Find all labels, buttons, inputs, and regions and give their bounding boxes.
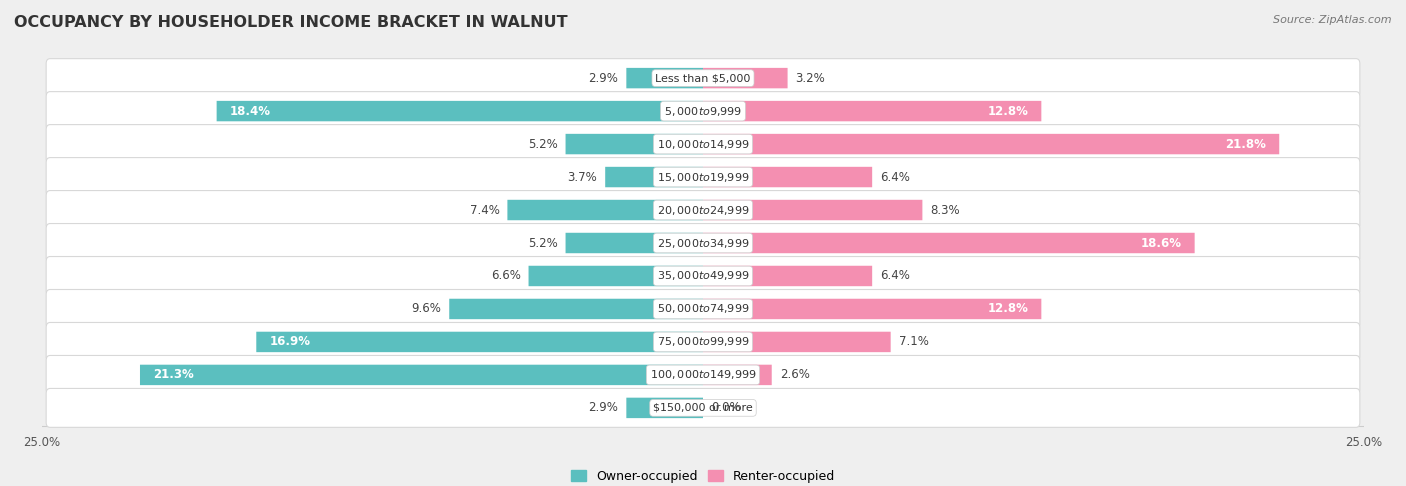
FancyBboxPatch shape	[529, 266, 703, 286]
FancyBboxPatch shape	[508, 200, 703, 220]
Text: $150,000 or more: $150,000 or more	[654, 403, 752, 413]
FancyBboxPatch shape	[46, 191, 1360, 229]
FancyBboxPatch shape	[703, 233, 1195, 253]
Text: 5.2%: 5.2%	[527, 138, 558, 151]
Text: 12.8%: 12.8%	[987, 104, 1028, 118]
FancyBboxPatch shape	[703, 134, 1279, 154]
Text: 8.3%: 8.3%	[931, 204, 960, 217]
Text: $20,000 to $24,999: $20,000 to $24,999	[657, 204, 749, 217]
FancyBboxPatch shape	[565, 134, 703, 154]
FancyBboxPatch shape	[46, 124, 1360, 163]
Text: 6.4%: 6.4%	[880, 269, 910, 282]
Text: 3.2%: 3.2%	[796, 71, 825, 85]
Text: 9.6%: 9.6%	[412, 302, 441, 315]
Text: $50,000 to $74,999: $50,000 to $74,999	[657, 302, 749, 315]
Text: $75,000 to $99,999: $75,000 to $99,999	[657, 335, 749, 348]
Text: 2.9%: 2.9%	[589, 401, 619, 415]
FancyBboxPatch shape	[141, 364, 703, 385]
FancyBboxPatch shape	[565, 233, 703, 253]
Text: 3.7%: 3.7%	[568, 171, 598, 184]
Text: Less than $5,000: Less than $5,000	[655, 73, 751, 83]
Text: $35,000 to $49,999: $35,000 to $49,999	[657, 269, 749, 282]
Text: 6.4%: 6.4%	[880, 171, 910, 184]
Text: OCCUPANCY BY HOUSEHOLDER INCOME BRACKET IN WALNUT: OCCUPANCY BY HOUSEHOLDER INCOME BRACKET …	[14, 15, 568, 30]
FancyBboxPatch shape	[46, 388, 1360, 427]
FancyBboxPatch shape	[703, 200, 922, 220]
FancyBboxPatch shape	[46, 224, 1360, 262]
FancyBboxPatch shape	[626, 68, 703, 88]
Text: Source: ZipAtlas.com: Source: ZipAtlas.com	[1274, 15, 1392, 25]
FancyBboxPatch shape	[46, 59, 1360, 98]
Text: 6.6%: 6.6%	[491, 269, 520, 282]
Text: $25,000 to $34,999: $25,000 to $34,999	[657, 237, 749, 249]
FancyBboxPatch shape	[605, 167, 703, 187]
Text: 7.4%: 7.4%	[470, 204, 499, 217]
Text: $10,000 to $14,999: $10,000 to $14,999	[657, 138, 749, 151]
FancyBboxPatch shape	[46, 157, 1360, 196]
FancyBboxPatch shape	[46, 290, 1360, 329]
Text: $15,000 to $19,999: $15,000 to $19,999	[657, 171, 749, 184]
Text: $100,000 to $149,999: $100,000 to $149,999	[650, 368, 756, 382]
Text: 2.9%: 2.9%	[589, 71, 619, 85]
FancyBboxPatch shape	[703, 167, 872, 187]
Text: 0.0%: 0.0%	[711, 401, 741, 415]
FancyBboxPatch shape	[450, 299, 703, 319]
FancyBboxPatch shape	[46, 355, 1360, 394]
Text: 18.4%: 18.4%	[229, 104, 271, 118]
FancyBboxPatch shape	[703, 332, 890, 352]
FancyBboxPatch shape	[703, 101, 1042, 122]
Text: $5,000 to $9,999: $5,000 to $9,999	[664, 104, 742, 118]
FancyBboxPatch shape	[46, 323, 1360, 362]
Text: 12.8%: 12.8%	[987, 302, 1028, 315]
FancyBboxPatch shape	[703, 266, 872, 286]
FancyBboxPatch shape	[703, 68, 787, 88]
FancyBboxPatch shape	[217, 101, 703, 122]
Text: 18.6%: 18.6%	[1140, 237, 1181, 249]
FancyBboxPatch shape	[703, 364, 772, 385]
FancyBboxPatch shape	[46, 92, 1360, 131]
Legend: Owner-occupied, Renter-occupied: Owner-occupied, Renter-occupied	[567, 465, 839, 486]
Text: 21.8%: 21.8%	[1225, 138, 1265, 151]
FancyBboxPatch shape	[703, 299, 1042, 319]
Text: 16.9%: 16.9%	[270, 335, 311, 348]
Text: 2.6%: 2.6%	[780, 368, 810, 382]
Text: 7.1%: 7.1%	[898, 335, 928, 348]
FancyBboxPatch shape	[256, 332, 703, 352]
FancyBboxPatch shape	[626, 398, 703, 418]
Text: 5.2%: 5.2%	[527, 237, 558, 249]
FancyBboxPatch shape	[46, 257, 1360, 295]
Text: 21.3%: 21.3%	[153, 368, 194, 382]
